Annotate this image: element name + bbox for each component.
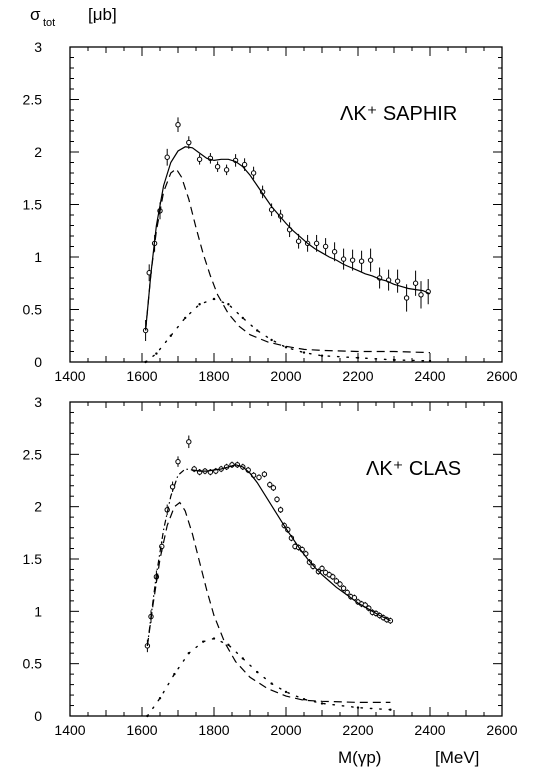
data-point (256, 474, 262, 481)
x-axis-main: M(γp) (338, 748, 381, 767)
x-tick-label: 2200 (342, 368, 373, 384)
dotted-curve-point (302, 698, 306, 701)
data-point (186, 439, 192, 445)
y-tick-label: 2.5 (23, 92, 43, 108)
y-axis-symbol: σ (30, 5, 41, 24)
y-tick-label: 0.5 (23, 656, 43, 672)
data-point (322, 243, 329, 250)
x-tick-label: 2400 (414, 368, 445, 384)
data-point (331, 249, 338, 255)
data-point (319, 565, 325, 572)
dotted-curve-point (284, 690, 288, 694)
data-point (241, 161, 248, 168)
solid-curve (192, 464, 391, 622)
data-point (337, 581, 343, 587)
data-point (403, 295, 410, 301)
data-point (313, 240, 320, 247)
data-point (412, 280, 419, 286)
x-tick-label: 2200 (342, 722, 373, 738)
dotted-curve-point (270, 338, 273, 342)
data-point (186, 139, 192, 146)
data-point (367, 257, 374, 263)
data-point (274, 496, 280, 503)
dotted-curve (146, 637, 392, 717)
y-tick-label: 1.5 (23, 551, 43, 567)
y-axis-subscript: tot (43, 17, 55, 29)
data-point (358, 258, 365, 264)
panel-label-saphir: ΛK⁺ SAPHIR (340, 103, 457, 125)
dashed-curve (145, 167, 431, 354)
data-point (277, 507, 284, 513)
data-point (270, 485, 277, 491)
data-point (250, 170, 257, 176)
y-tick-label: 2.5 (23, 446, 43, 462)
y-tick-label: 1 (34, 603, 42, 619)
dotted-curve-point (227, 303, 230, 306)
x-tick-label: 1400 (54, 368, 85, 384)
data-point (267, 481, 273, 488)
dotted-curve-point (198, 303, 201, 306)
data-point (223, 167, 230, 173)
data-point (169, 484, 176, 490)
y-tick-label: 3 (34, 394, 42, 410)
data-point (196, 156, 203, 163)
dashed-curve (146, 501, 391, 703)
data-point (340, 585, 347, 592)
dotted-curve-point (320, 702, 324, 705)
y-tick-label: 2 (34, 499, 42, 515)
dotted-curve-point (284, 346, 288, 349)
x-tick-label: 1800 (198, 368, 229, 384)
dotted-curve (144, 298, 431, 363)
data-point (175, 122, 181, 128)
x-tick-label: 1600 (126, 722, 157, 738)
data-point (330, 574, 336, 580)
x-tick-label: 1400 (54, 722, 85, 738)
data-point (340, 256, 347, 262)
x-tick-label: 2400 (414, 722, 445, 738)
plot-frame (69, 401, 503, 717)
dotted-curve-point (155, 352, 158, 355)
data-point (164, 154, 170, 160)
panel-label-clas: ΛK⁺ CLAS (366, 458, 461, 480)
y-tick-label: 3 (34, 39, 42, 55)
x-tick-label: 2000 (270, 368, 301, 384)
x-axis-unit: [MeV] (435, 748, 479, 767)
y-tick-label: 1 (34, 249, 42, 265)
y-axis-unit: [μb] (88, 5, 117, 24)
data-point (295, 238, 302, 244)
dotted-curve-point (356, 706, 360, 709)
panel-top: ΛK⁺ SAPHIR 1400 1600 1800 2000 2200 2400 2600 0… (23, 39, 518, 384)
y-tick-label: 2 (34, 144, 42, 160)
y-tick-label: 0.5 (23, 302, 43, 318)
data-point (394, 278, 401, 284)
x-tick-label: 2000 (270, 722, 301, 738)
y-tick-label: 0 (34, 354, 42, 370)
data-point (333, 578, 340, 584)
data-point (418, 292, 424, 298)
x-tick-label: 1600 (126, 368, 157, 384)
x-tick-label: 2600 (486, 368, 517, 384)
x-axis-title-bottom: M(γp) [MeV] (338, 748, 479, 767)
y-axis-title-top: σ tot [μb] (30, 5, 117, 29)
dash-dot-curve (146, 468, 193, 646)
dotted-curve-point (320, 354, 324, 357)
solid-curve (145, 146, 431, 331)
data-point (349, 257, 356, 263)
data-point (261, 471, 268, 477)
dotted-curve-point (158, 697, 162, 700)
panel-bottom: ΛK⁺ CLAS 1400 1600 1800 2000 2200 2400 2600 0 0.… (23, 394, 518, 738)
y-tick-label: 1.5 (23, 197, 43, 213)
plot-frame (69, 46, 503, 363)
x-tick-label: 2600 (486, 722, 517, 738)
y-tick-label: 0 (34, 708, 42, 724)
data-point (175, 458, 181, 465)
dotted-curve-point (302, 351, 306, 354)
x-tick-label: 1800 (198, 722, 229, 738)
dotted-curve-point (428, 359, 432, 363)
dotted-curve-point (241, 316, 244, 320)
dotted-curve-point (184, 316, 187, 320)
data-point (214, 164, 221, 170)
